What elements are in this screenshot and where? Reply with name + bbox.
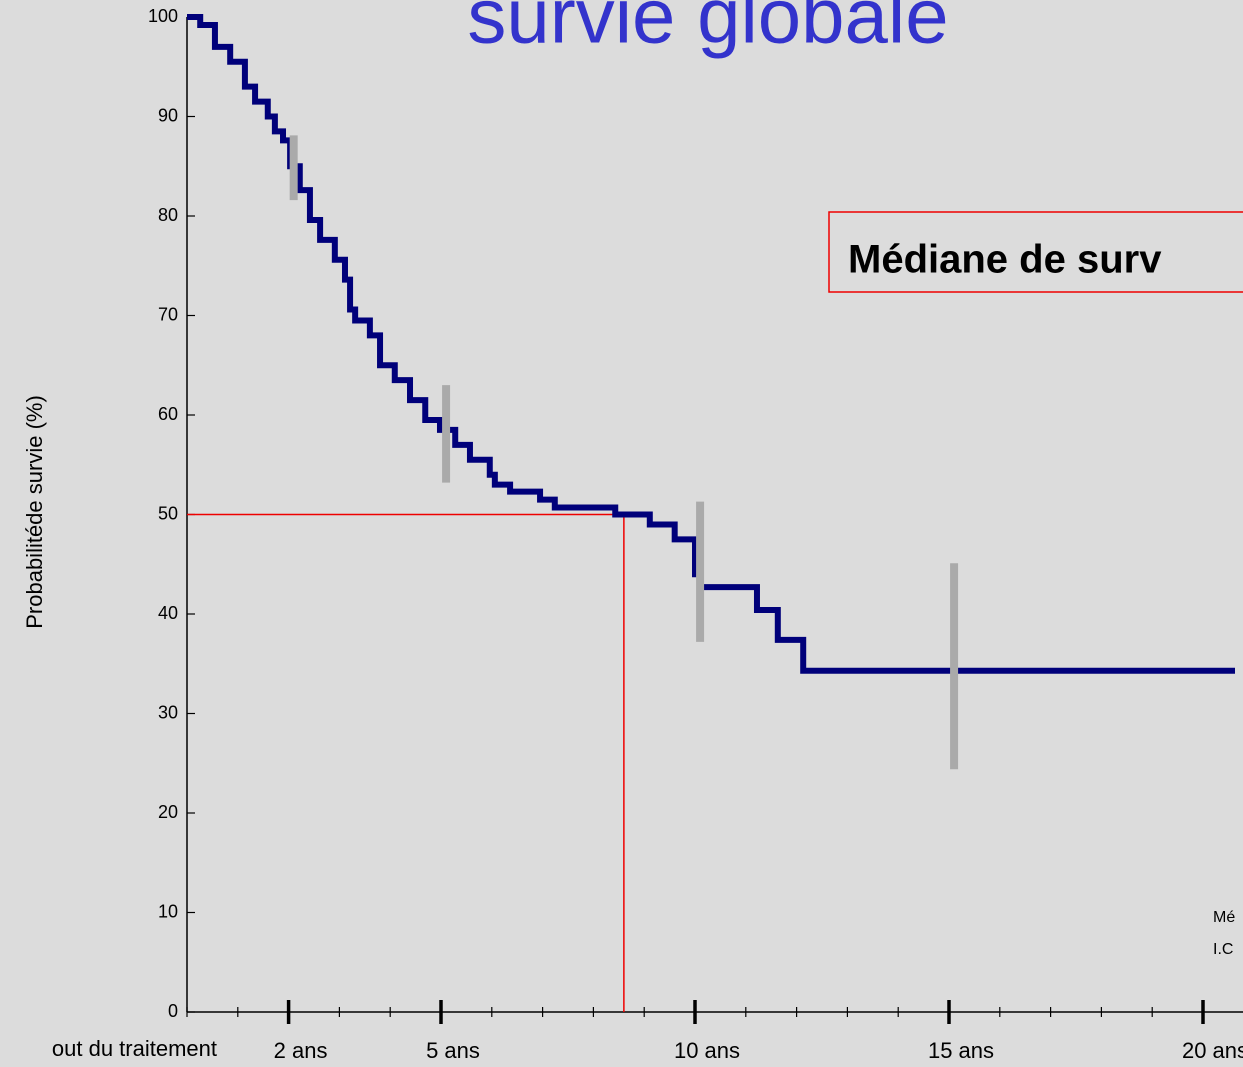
y-tick-label: 100 bbox=[148, 6, 178, 26]
x-tick-label: 10 ans bbox=[674, 1038, 740, 1063]
y-tick-label: 70 bbox=[158, 304, 178, 324]
y-tick-label: 0 bbox=[168, 1001, 178, 1021]
x-tick-label: 15 ans bbox=[928, 1038, 994, 1063]
annotation-box bbox=[828, 211, 1243, 293]
x-tick-label: 5 ans bbox=[426, 1038, 480, 1063]
y-tick-label: 80 bbox=[158, 205, 178, 225]
y-tick-label: 10 bbox=[158, 901, 178, 921]
x-origin-label: out du traitement bbox=[52, 1036, 217, 1061]
x-tick-label: 20 ans bbox=[1182, 1038, 1243, 1063]
y-tick-label: 60 bbox=[158, 404, 178, 424]
footnote: Mé bbox=[1213, 909, 1235, 926]
chart-title: survie globale bbox=[467, 0, 948, 60]
y-tick-label: 40 bbox=[158, 603, 178, 623]
y-tick-label: 50 bbox=[158, 503, 178, 523]
y-axis-label: Probabilitéde survie (%) bbox=[22, 395, 47, 629]
annotation: Médiane de surv bbox=[848, 238, 1162, 282]
y-tick-label: 90 bbox=[158, 105, 178, 125]
footnote: I.C bbox=[1213, 941, 1233, 958]
y-tick-label: 30 bbox=[158, 702, 178, 722]
survival-curve bbox=[187, 14, 1235, 674]
x-tick-label: 2 ans bbox=[274, 1038, 328, 1063]
y-tick-label: 20 bbox=[158, 802, 178, 822]
